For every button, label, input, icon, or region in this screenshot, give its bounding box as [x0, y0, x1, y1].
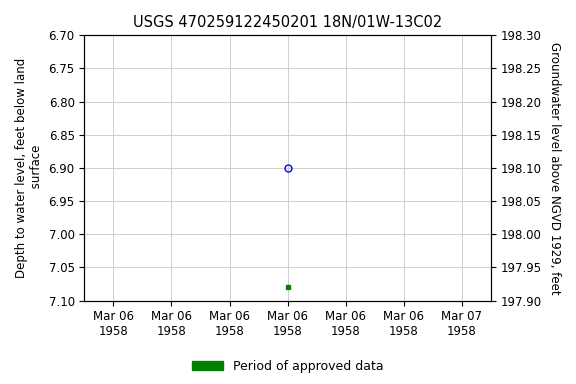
Legend: Period of approved data: Period of approved data: [187, 355, 389, 378]
Y-axis label: Groundwater level above NGVD 1929, feet: Groundwater level above NGVD 1929, feet: [548, 41, 561, 294]
Title: USGS 470259122450201 18N/01W-13C02: USGS 470259122450201 18N/01W-13C02: [133, 15, 442, 30]
Y-axis label: Depth to water level, feet below land
 surface: Depth to water level, feet below land su…: [15, 58, 43, 278]
